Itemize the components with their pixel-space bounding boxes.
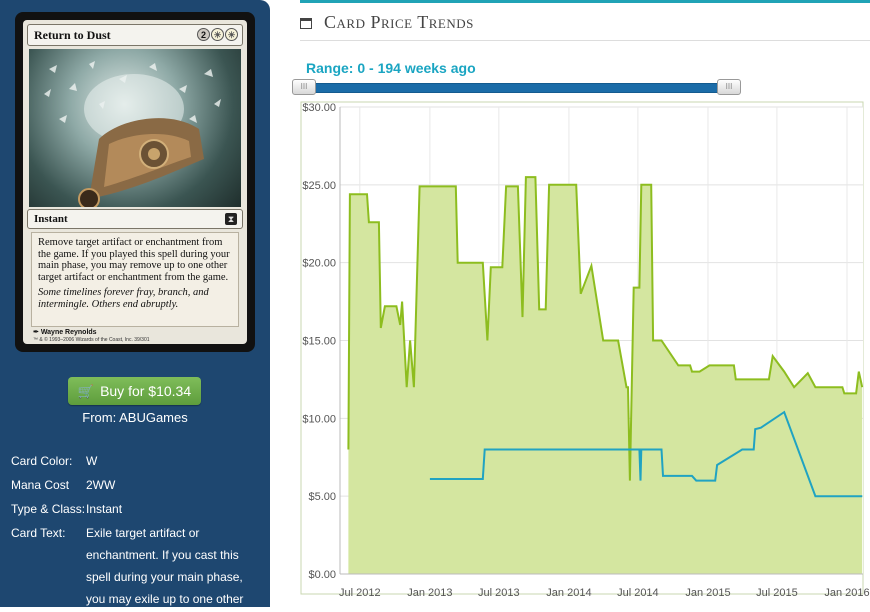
shopping-cart-icon: 🛒 — [77, 384, 95, 399]
calendar-icon — [300, 18, 312, 29]
x-tick-label: Jan 2013 — [407, 587, 452, 599]
info-value-type: Instant — [86, 502, 123, 516]
info-label-color: Card Color: — [11, 454, 73, 468]
card-artwork — [29, 49, 241, 207]
y-tick-label: $25.00 — [302, 180, 336, 192]
card-title-bar: Return to Dust 2 ☀ ☀ — [27, 24, 243, 46]
card-flavor-text: Some timelines forever fray, branch, and… — [38, 287, 209, 310]
y-tick-label: $0.00 — [308, 569, 336, 581]
card-image: Return to Dust 2 ☀ ☀ — [15, 12, 255, 352]
range-slider-track[interactable] — [300, 83, 740, 93]
y-tick-label: $5.00 — [308, 491, 336, 503]
mana-white-icon: ☀ — [225, 28, 238, 41]
card-text-box: Remove target artifact or enchantment fr… — [31, 232, 239, 327]
y-tick-label: $30.00 — [302, 102, 336, 114]
card-artist-name: Wayne Reynolds — [40, 329, 97, 336]
section-title: Card Price Trends — [300, 12, 474, 33]
x-tick-label: Jan 2016 — [824, 587, 869, 599]
section-title-text: Card Price Trends — [324, 12, 474, 32]
x-tick-label: Jul 2012 — [339, 587, 381, 599]
buy-button[interactable]: 🛒 Buy for $10.34 — [68, 377, 201, 405]
title-divider — [300, 40, 870, 41]
card-artist: ✒ Wayne Reynolds — [33, 329, 97, 336]
price-chart-svg: $0.00 $5.00 $10.00 $15.00 $20.00 $25.00 $30.00… — [300, 101, 870, 599]
info-label-card-text: Card Text: — [11, 526, 66, 540]
x-tick-label: Jul 2014 — [617, 587, 659, 599]
secondary-series-line — [429, 410, 863, 498]
price-chart: $0.00 $5.00 $10.00 $15.00 $20.00 $25.00 $30.00… — [300, 100, 870, 607]
hourglass-icon: ⧗ — [225, 213, 237, 225]
y-tick-label: $15.00 — [302, 336, 336, 348]
info-value-card-text: Exile target artifact or enchantment. If… — [86, 526, 244, 606]
mana-generic-icon: 2 — [197, 28, 210, 41]
x-tick-label: Jan 2014 — [546, 587, 591, 599]
card-frame: Return to Dust 2 ☀ ☀ — [23, 20, 247, 344]
info-value-color: W — [86, 454, 98, 468]
header-accent-line — [300, 0, 870, 3]
info-value-mana-cost: 2WW — [86, 478, 116, 492]
card-mana-cost: 2 ☀ ☀ — [197, 28, 238, 41]
price-series-line — [347, 176, 864, 481]
price-area-fill — [348, 177, 863, 574]
mana-white-icon: ☀ — [211, 28, 224, 41]
y-tick-label: $20.00 — [302, 258, 336, 270]
card-type-line: Instant — [34, 213, 68, 225]
x-tick-label: Jul 2015 — [756, 587, 798, 599]
y-tick-label: $10.00 — [302, 413, 336, 425]
x-tick-label: Jan 2015 — [685, 587, 730, 599]
seller-source: From: ABUGames — [82, 410, 188, 425]
buy-button-label: Buy for $10.34 — [100, 383, 192, 399]
card-type-bar: Instant ⧗ — [27, 209, 243, 229]
card-rules-text: Remove target artifact or enchantment fr… — [38, 237, 230, 283]
x-tick-label: Jul 2013 — [478, 587, 520, 599]
card-name: Return to Dust — [34, 28, 111, 42]
card-sidebar: Return to Dust 2 ☀ ☀ — [0, 0, 270, 607]
range-slider-handle-start[interactable]: III — [292, 79, 316, 95]
range-label: Range: 0 - 194 weeks ago — [306, 60, 476, 76]
range-slider-handle-end[interactable]: III — [717, 79, 741, 95]
card-copyright: ™ & © 1993–2006 Wizards of the Coast, In… — [33, 337, 150, 343]
info-label-mana-cost: Mana Cost — [11, 478, 70, 492]
info-label-type: Type & Class: — [11, 502, 86, 516]
